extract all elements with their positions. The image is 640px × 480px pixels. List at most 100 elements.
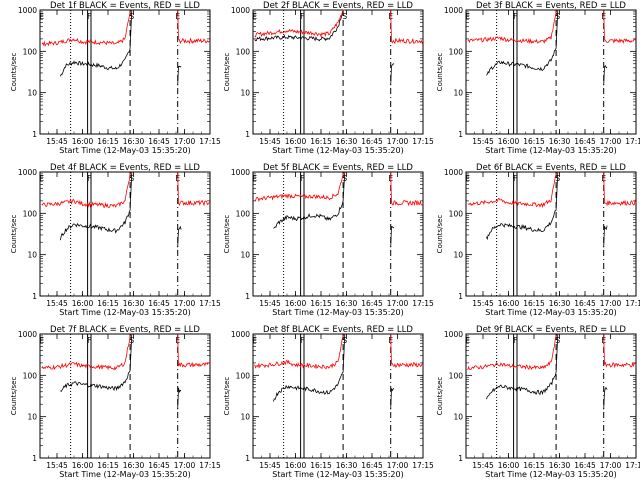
y-tick-label: 10 [27,89,37,98]
series-line-lld [41,333,133,371]
plot-frame [465,333,637,459]
x-tick-label: 17:15 [199,137,221,146]
x-tick-label: 17:00 [174,461,196,470]
x-axis-label: Start Time (12-May-03 15:35:20) [485,146,616,155]
series-line-after-lld [603,171,637,207]
series-line-events [60,9,133,77]
y-axis-label: Counts/sec [10,53,18,92]
plot-frame [252,333,424,459]
plot-frame [252,9,424,135]
y-axis-label: Counts/sec [10,215,18,254]
x-tick-label: 16:15 [310,299,332,308]
y-tick-label: 1 [245,292,250,301]
x-tick-label: 16:45 [148,299,170,308]
series-line-lld [254,9,345,38]
x-tick-label: 17:00 [600,299,622,308]
series-line-after-lld [603,9,637,44]
series-line-after-events [177,387,182,410]
phase-marker: F [513,12,517,21]
y-tick-label: 1 [32,130,37,139]
phase-marker: F [513,174,517,183]
phase-marker: E [252,336,257,345]
x-tick-label: 17:00 [174,137,196,146]
phase-marker: S [129,336,134,345]
plot-frame [252,171,424,297]
phase-marker: E [39,174,44,183]
series-line-after-lld [603,333,637,369]
series-line-events [60,171,133,241]
x-tick-label: 16:30 [123,461,145,470]
x-tick-label: 16:30 [336,461,358,470]
series-line-lld [41,171,133,209]
x-tick-label: 16:45 [361,299,383,308]
y-tick-label: 1 [458,130,463,139]
x-tick-label: 15:45 [259,137,281,146]
y-tick-label: 1000 [444,168,463,177]
x-tick-label: 16:00 [498,137,520,146]
series-line-after-lld [177,333,211,368]
y-tick-label: 10 [240,251,250,260]
chart-panel-8: Det 8f BLACK = Events, RED = LLD 1 10 100 10… [223,325,434,479]
x-tick-label: 17:00 [600,137,622,146]
x-tick-label: 16:00 [72,461,94,470]
x-tick-label: 16:00 [72,299,94,308]
series-line-after-lld [390,9,424,45]
x-tick-label: 16:45 [361,137,383,146]
series-line-after-lld [177,9,211,45]
y-tick-label: 1000 [231,168,250,177]
y-tick-label: 1000 [18,6,37,15]
series-line-events [60,333,133,393]
y-tick-label: 100 [23,209,38,218]
y-tick-label: 10 [453,251,463,260]
x-tick-label: 15:45 [472,299,494,308]
series-line-after-events [390,225,395,248]
phase-marker: E [39,336,44,345]
y-tick-label: 100 [236,209,251,218]
y-tick-label: 100 [23,371,38,380]
y-axis-label: Counts/sec [436,215,444,254]
phase-marker: S [129,174,134,183]
series-line-lld [41,9,133,48]
phase-marker: F [87,336,91,345]
series-line-after-events [390,63,395,86]
series-line-after-events [177,65,182,86]
chart-panel-5: Det 5f BLACK = Events, RED = LLD 1 10 100 10… [223,163,434,317]
x-axis-label: Start Time (12-May-03 15:35:20) [59,146,190,155]
x-tick-label: 17:15 [625,461,640,470]
chart-panel-3: Det 3f BLACK = Events, RED = LLD 1 10 100 10… [436,1,640,155]
y-tick-label: 100 [449,209,464,218]
chart-title: Det 3f BLACK = Events, RED = LLD [476,1,626,11]
y-tick-label: 10 [453,89,463,98]
x-tick-label: 16:00 [285,461,307,470]
plot-frame [465,171,637,297]
x-axis-label: Start Time (12-May-03 15:35:20) [272,146,403,155]
series-line-events [486,171,559,241]
x-tick-label: 16:15 [310,137,332,146]
x-tick-label: 17:15 [625,299,640,308]
phase-marker: S [342,12,347,21]
phase-marker: F [87,174,91,183]
x-tick-label: 16:45 [574,461,596,470]
phase-marker: E [252,12,257,21]
series-line-lld [254,333,346,370]
y-tick-label: 1000 [231,6,250,15]
x-tick-label: 16:30 [336,137,358,146]
x-axis-label: Start Time (12-May-03 15:35:20) [59,470,190,479]
phase-marker: S [129,12,134,21]
x-tick-label: 15:45 [46,299,68,308]
series-line-events [486,9,559,76]
chart-panel-9: Det 9f BLACK = Events, RED = LLD 1 10 100 10… [436,325,640,479]
series-line-lld [467,333,559,371]
series-line-after-lld [390,171,424,207]
series-line-after-lld [390,333,424,368]
x-tick-label: 16:15 [310,461,332,470]
x-tick-label: 16:00 [498,461,520,470]
x-tick-label: 16:00 [285,299,307,308]
x-tick-label: 16:15 [97,461,119,470]
x-axis-label: Start Time (12-May-03 15:35:20) [272,308,403,317]
x-tick-label: 16:15 [97,137,119,146]
y-axis-label: Counts/sec [10,377,18,416]
x-axis-label: Start Time (12-May-03 15:35:20) [272,470,403,479]
plot-frame [39,333,211,459]
